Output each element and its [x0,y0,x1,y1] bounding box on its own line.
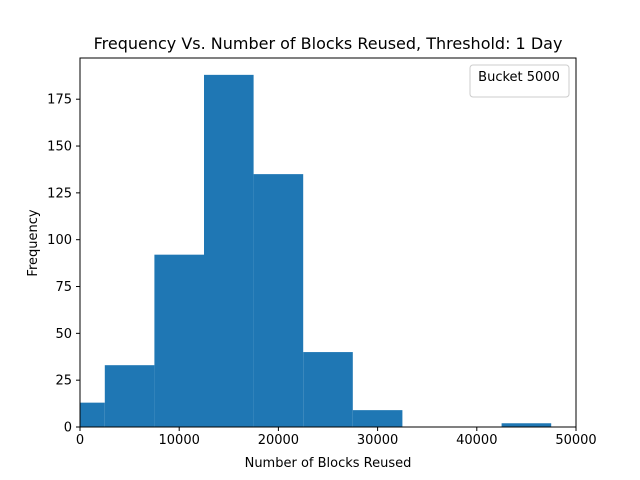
histogram-bar [352,410,403,427]
x-tick-label: 0 [76,433,84,448]
x-tick-label: 10000 [159,433,200,448]
histogram-bar [154,254,204,427]
x-axis-label: Number of Blocks Reused [245,456,412,471]
y-tick-label: 125 [47,186,72,201]
legend: Bucket 5000 [469,64,570,98]
y-tick-label: 50 [55,327,72,342]
y-axis-ticks: 0 25 50 75 100 125 150 175 [47,93,80,436]
x-tick-label: 30000 [357,433,398,448]
legend-label: Bucket 5000 [478,70,560,85]
histogram-bar [204,74,254,428]
x-tick-label: 40000 [456,433,497,448]
y-tick-label: 100 [47,233,72,248]
x-tick-label: 50000 [555,433,596,448]
histogram-bar [303,352,353,427]
histogram-bar [501,423,552,427]
y-tick-label: 25 [55,374,72,389]
y-tick-label: 150 [47,140,72,155]
chart-title: Frequency Vs. Number of Blocks Reused, T… [94,34,563,53]
plot-frame [79,57,577,428]
y-axis-label: Frequency [26,209,41,276]
x-tick-label: 20000 [258,433,299,448]
y-tick-label: 75 [55,280,72,295]
legend-box [469,64,570,98]
histogram-bar [80,402,105,427]
y-tick-label: 0 [64,421,72,436]
histogram-bar [253,174,304,427]
histogram-bar [104,365,155,427]
y-tick-label: 175 [47,93,72,108]
bars-group [80,74,552,428]
x-axis-ticks: 0 10000 20000 30000 40000 50000 [76,427,597,448]
